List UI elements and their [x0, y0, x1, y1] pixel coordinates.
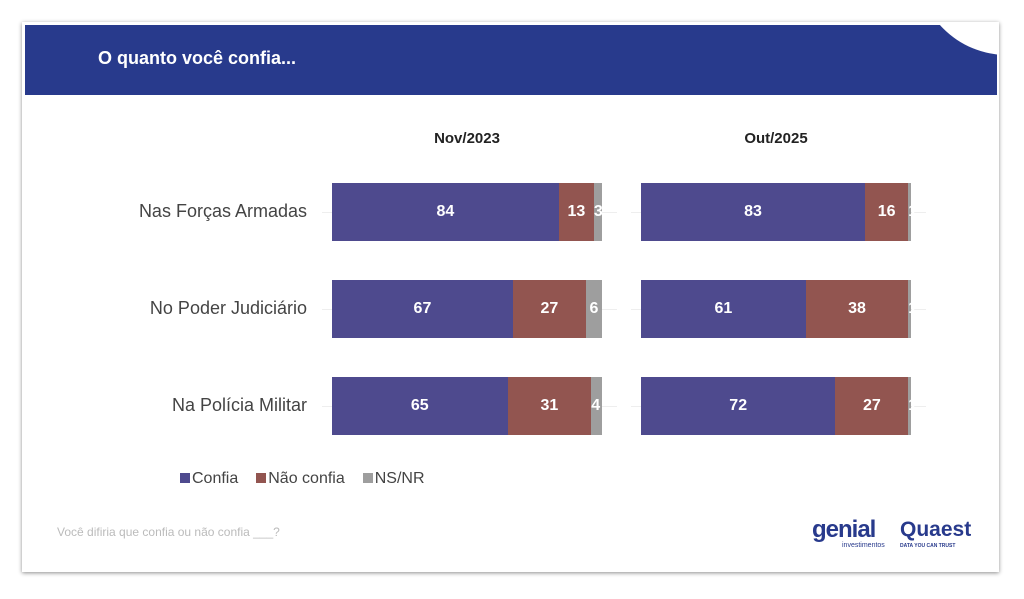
data-label: 1 [908, 397, 918, 414]
data-label: 4 [591, 397, 601, 414]
category-label: No Poder Judiciário [149, 298, 307, 318]
bar-segment-noconfia: 27 [835, 377, 909, 435]
legend: Confia Não confia NS/NR [180, 470, 425, 488]
bar-segment-nsnr: 6 [585, 280, 602, 338]
data-label: 1 [908, 300, 918, 317]
bar-segment-noconfia: 31 [507, 377, 592, 435]
header-band [25, 25, 997, 95]
quaest-logo: Quaest DATA YOU CAN TRUST [900, 518, 972, 549]
bar-segment-confia: 83 [641, 183, 866, 241]
bar-segment-noconfia: 27 [512, 280, 586, 338]
bar-segment-noconfia: 13 [558, 183, 594, 241]
data-label: 13 [567, 203, 586, 220]
panel-title: Out/2025 [744, 130, 808, 147]
data-label: 61 [714, 300, 733, 317]
bar-segment-confia: 65 [332, 377, 508, 435]
question-note: Você difiria que confia ou não confia __… [57, 525, 280, 539]
bar-segment-noconfia: 38 [805, 280, 909, 338]
bar-segment-confia: 72 [641, 377, 836, 435]
genial-logo: genial investimentos [812, 516, 885, 550]
data-label: 38 [848, 300, 866, 317]
bar-segment-confia: 84 [332, 183, 559, 241]
data-label: 27 [540, 300, 559, 317]
bar-segment-nsnr: 3 [593, 183, 603, 241]
legend-item-confia: Confia [180, 470, 238, 488]
data-label: 31 [540, 397, 559, 414]
data-label: 6 [589, 300, 599, 317]
data-label: 67 [413, 300, 432, 317]
page-title: O quanto você confia... [98, 48, 297, 68]
data-label: 1 [908, 203, 918, 220]
data-label: 84 [436, 203, 455, 220]
bar-segment-nsnr: 1 [908, 377, 917, 435]
legend-item-nsnr: NS/NR [362, 470, 425, 488]
category-label: Na Polícia Militar [171, 395, 307, 415]
category-label: Nas Forças Armadas [138, 201, 307, 221]
bar-segment-noconfia: 16 [865, 183, 909, 241]
legend-item-nao-confia: Não confia [256, 470, 345, 488]
data-label: 3 [593, 203, 603, 220]
bar-segment-confia: 61 [641, 280, 806, 338]
bar-segment-nsnr: 4 [591, 377, 602, 435]
data-label: 16 [877, 203, 896, 220]
bar-segment-nsnr: 1 [908, 280, 917, 338]
bar-segment-nsnr: 1 [908, 183, 917, 241]
data-label: 72 [729, 397, 748, 414]
data-label: 27 [862, 397, 881, 414]
panel-title: Nov/2023 [434, 130, 500, 147]
data-label: 83 [744, 203, 762, 220]
data-label: 65 [410, 397, 429, 414]
bar-segment-confia: 67 [332, 280, 513, 338]
